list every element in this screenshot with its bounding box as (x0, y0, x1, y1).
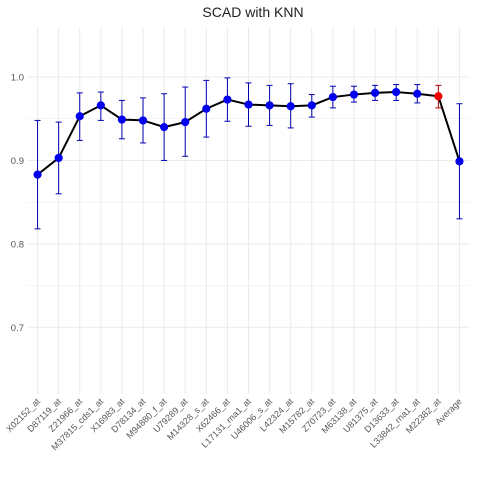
y-tick-label: 0.8 (11, 239, 24, 250)
data-point (117, 115, 127, 124)
data-point (223, 95, 232, 104)
data-point (202, 104, 211, 113)
data-point (75, 112, 84, 121)
data-point (370, 88, 380, 97)
data-point (328, 92, 337, 102)
data-point (265, 101, 274, 110)
data-point (307, 101, 316, 110)
chart-title: SCAD with KNN (202, 4, 303, 20)
data-point (244, 100, 253, 109)
data-point (349, 90, 359, 99)
highlighted-data-point (434, 92, 443, 101)
data-point (413, 89, 422, 98)
data-point (33, 170, 42, 179)
x-axis: X02152_atD87119_atZ21966_atM37815_cds1_a… (4, 396, 464, 452)
data-points (33, 87, 464, 179)
data-point (54, 153, 63, 163)
y-tick-label: 1.0 (11, 73, 24, 84)
data-point (181, 117, 190, 127)
data-point (160, 122, 169, 132)
data-point (96, 101, 105, 110)
grid (27, 27, 470, 394)
data-point (455, 157, 464, 166)
data-point (286, 102, 295, 111)
y-axis: 0.7 0.8 0.9 1.0 (11, 73, 24, 334)
y-tick-label: 0.7 (11, 323, 24, 334)
data-point (138, 116, 148, 125)
data-point (392, 87, 401, 97)
y-tick-label: 0.9 (11, 156, 24, 167)
